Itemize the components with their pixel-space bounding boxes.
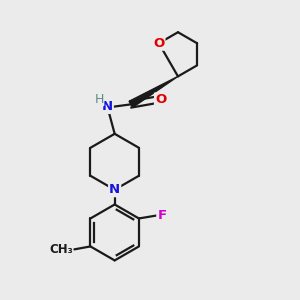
Text: CH₃: CH₃ bbox=[49, 243, 73, 256]
Text: H: H bbox=[94, 93, 104, 106]
Text: F: F bbox=[157, 209, 167, 222]
Polygon shape bbox=[129, 76, 178, 107]
Text: N: N bbox=[102, 100, 113, 113]
Text: O: O bbox=[155, 93, 166, 106]
Text: O: O bbox=[153, 37, 164, 50]
Text: N: N bbox=[109, 183, 120, 196]
